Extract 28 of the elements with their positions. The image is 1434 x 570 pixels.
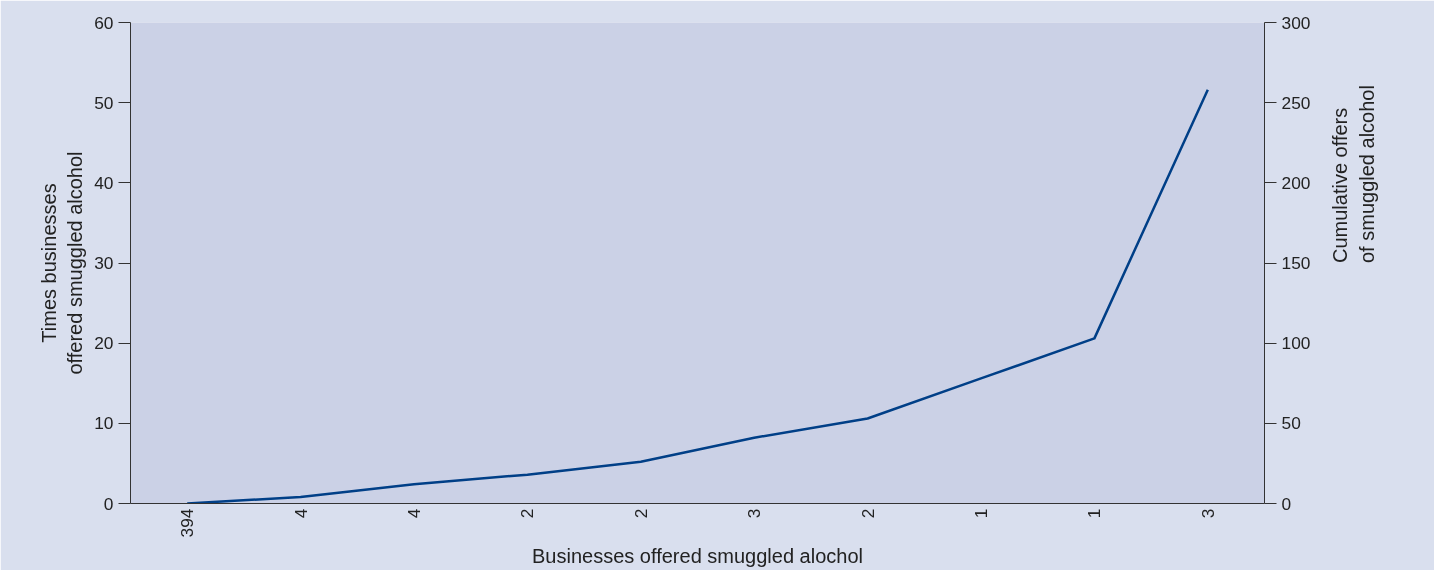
y-tick-label: 20 (94, 333, 114, 354)
y2-axis-title: Cumulative offers of smuggled alcohol (1329, 85, 1378, 263)
x-tick-label: 2 (630, 508, 651, 519)
y2-tick-label: 150 (1281, 253, 1311, 273)
y2-tick-label: 0 (1281, 493, 1292, 514)
y-tick-label: 60 (94, 12, 114, 33)
x-tick-label: 1 (971, 508, 991, 519)
x-tick-label: 3 (1197, 508, 1218, 519)
y-tick-label: 30 (94, 253, 114, 273)
y-tick-label: 0 (103, 493, 114, 514)
y2-tick-label: 50 (1281, 413, 1301, 434)
x-tick-label: 1 (1084, 508, 1105, 519)
y-tick-label: 10 (94, 413, 114, 434)
x-tick-label: 4 (404, 508, 424, 519)
y2-tick-label: 200 (1281, 172, 1311, 193)
x-tick-label: 2 (517, 508, 538, 519)
line-series (185, 88, 1210, 504)
x-axis-title: Businesses offered smuggled alochol (532, 545, 863, 568)
y-tick-label: 40 (94, 172, 114, 193)
y2-tick-label: 300 (1281, 12, 1311, 33)
y2-tick-label: 100 (1281, 333, 1311, 354)
x-tick-label: 3 (744, 508, 765, 519)
y-axis-title: Times businesses offered smuggled alcohol (37, 151, 87, 375)
x-tick-label: 4 (290, 508, 311, 519)
y2-tick-label: 250 (1281, 92, 1311, 113)
y-tick-label: 50 (94, 92, 114, 113)
x-tick-label: 394 (177, 508, 198, 538)
x-tick-label: 2 (857, 508, 878, 519)
